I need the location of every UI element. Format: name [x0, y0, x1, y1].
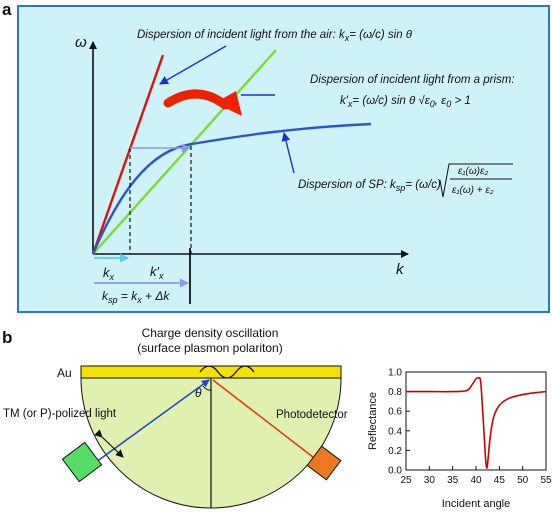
sp-sqrt-sign	[439, 163, 513, 198]
sp-caption: Dispersion of SP: ksp= (ω/c)	[298, 179, 441, 193]
prism-caption: Dispersion of incident light from a pris…	[310, 74, 515, 86]
x-tick-label: 50	[517, 475, 529, 486]
reflectance-chart: 25 30 35 40 45 50 55 0.0 0.2 0.4 0.6 0.8 1.0 Inciden…	[367, 368, 552, 511]
air-pointer	[159, 45, 227, 85]
source-label: TM (or P)-polized light	[3, 408, 117, 420]
air-light-line	[91, 54, 165, 255]
kx-label: kx	[103, 265, 115, 282]
y-tick-label: 0.6	[388, 407, 402, 418]
plasmon-title-line2: (surface plasmon polariton)	[137, 341, 282, 355]
au-label: Au	[57, 366, 72, 380]
air-caption: Dispersion of incident light from the ai…	[137, 29, 413, 43]
theta-label: θ	[195, 386, 202, 400]
ksp-label: ksp = kx + Δk	[102, 289, 170, 305]
reflected-ray	[212, 379, 323, 465]
x-tick-label: 40	[470, 475, 482, 486]
chart-y-axis-label: Reflectance	[367, 392, 379, 450]
plasmon-title-line1: Charge density oscillation	[142, 326, 279, 340]
x-tick-label: 25	[400, 475, 412, 486]
rotation-arrow-head	[215, 91, 242, 116]
k-axis-label: k	[396, 261, 405, 278]
x-tick-label: 45	[494, 475, 506, 486]
panel-b-label: b	[2, 328, 12, 347]
y-tick-label: 1.0	[388, 368, 402, 379]
sp-formula-numerator: ε₁(ω)ε₂	[458, 166, 488, 177]
y-tick-label: 0.4	[388, 426, 402, 437]
x-tick-label: 30	[424, 475, 436, 486]
au-film	[80, 365, 342, 379]
sp-dispersion-curve	[91, 122, 372, 255]
plasmon-wave	[199, 365, 255, 379]
y-tick-label: 0.8	[388, 387, 402, 398]
omega-axis-label: ω	[75, 34, 87, 51]
prism-formula: k′x= (ω/c) sin θ √ε0, ε0 > 1	[340, 94, 471, 109]
y-tick-label: 0.0	[388, 466, 402, 477]
chart-x-axis-label: Incident angle	[442, 498, 511, 510]
light-source	[61, 441, 103, 483]
polarization-arrow	[94, 429, 124, 458]
kx-prime-label: k′x	[150, 264, 164, 281]
reflectance-series-line	[406, 376, 547, 469]
y-tick-label: 0.2	[388, 446, 402, 457]
panel-a-label: a	[2, 0, 12, 19]
panel-a-background	[17, 5, 550, 313]
detector-label: Photodetector	[276, 409, 348, 421]
photodetector	[306, 445, 342, 481]
chart-frame	[405, 371, 547, 471]
sp-pointer	[281, 132, 295, 174]
x-tick-label: 35	[447, 475, 459, 486]
sp-formula-denominator: ε₁(ω) + ε₂	[452, 185, 494, 196]
x-tick-label: 55	[540, 475, 552, 486]
